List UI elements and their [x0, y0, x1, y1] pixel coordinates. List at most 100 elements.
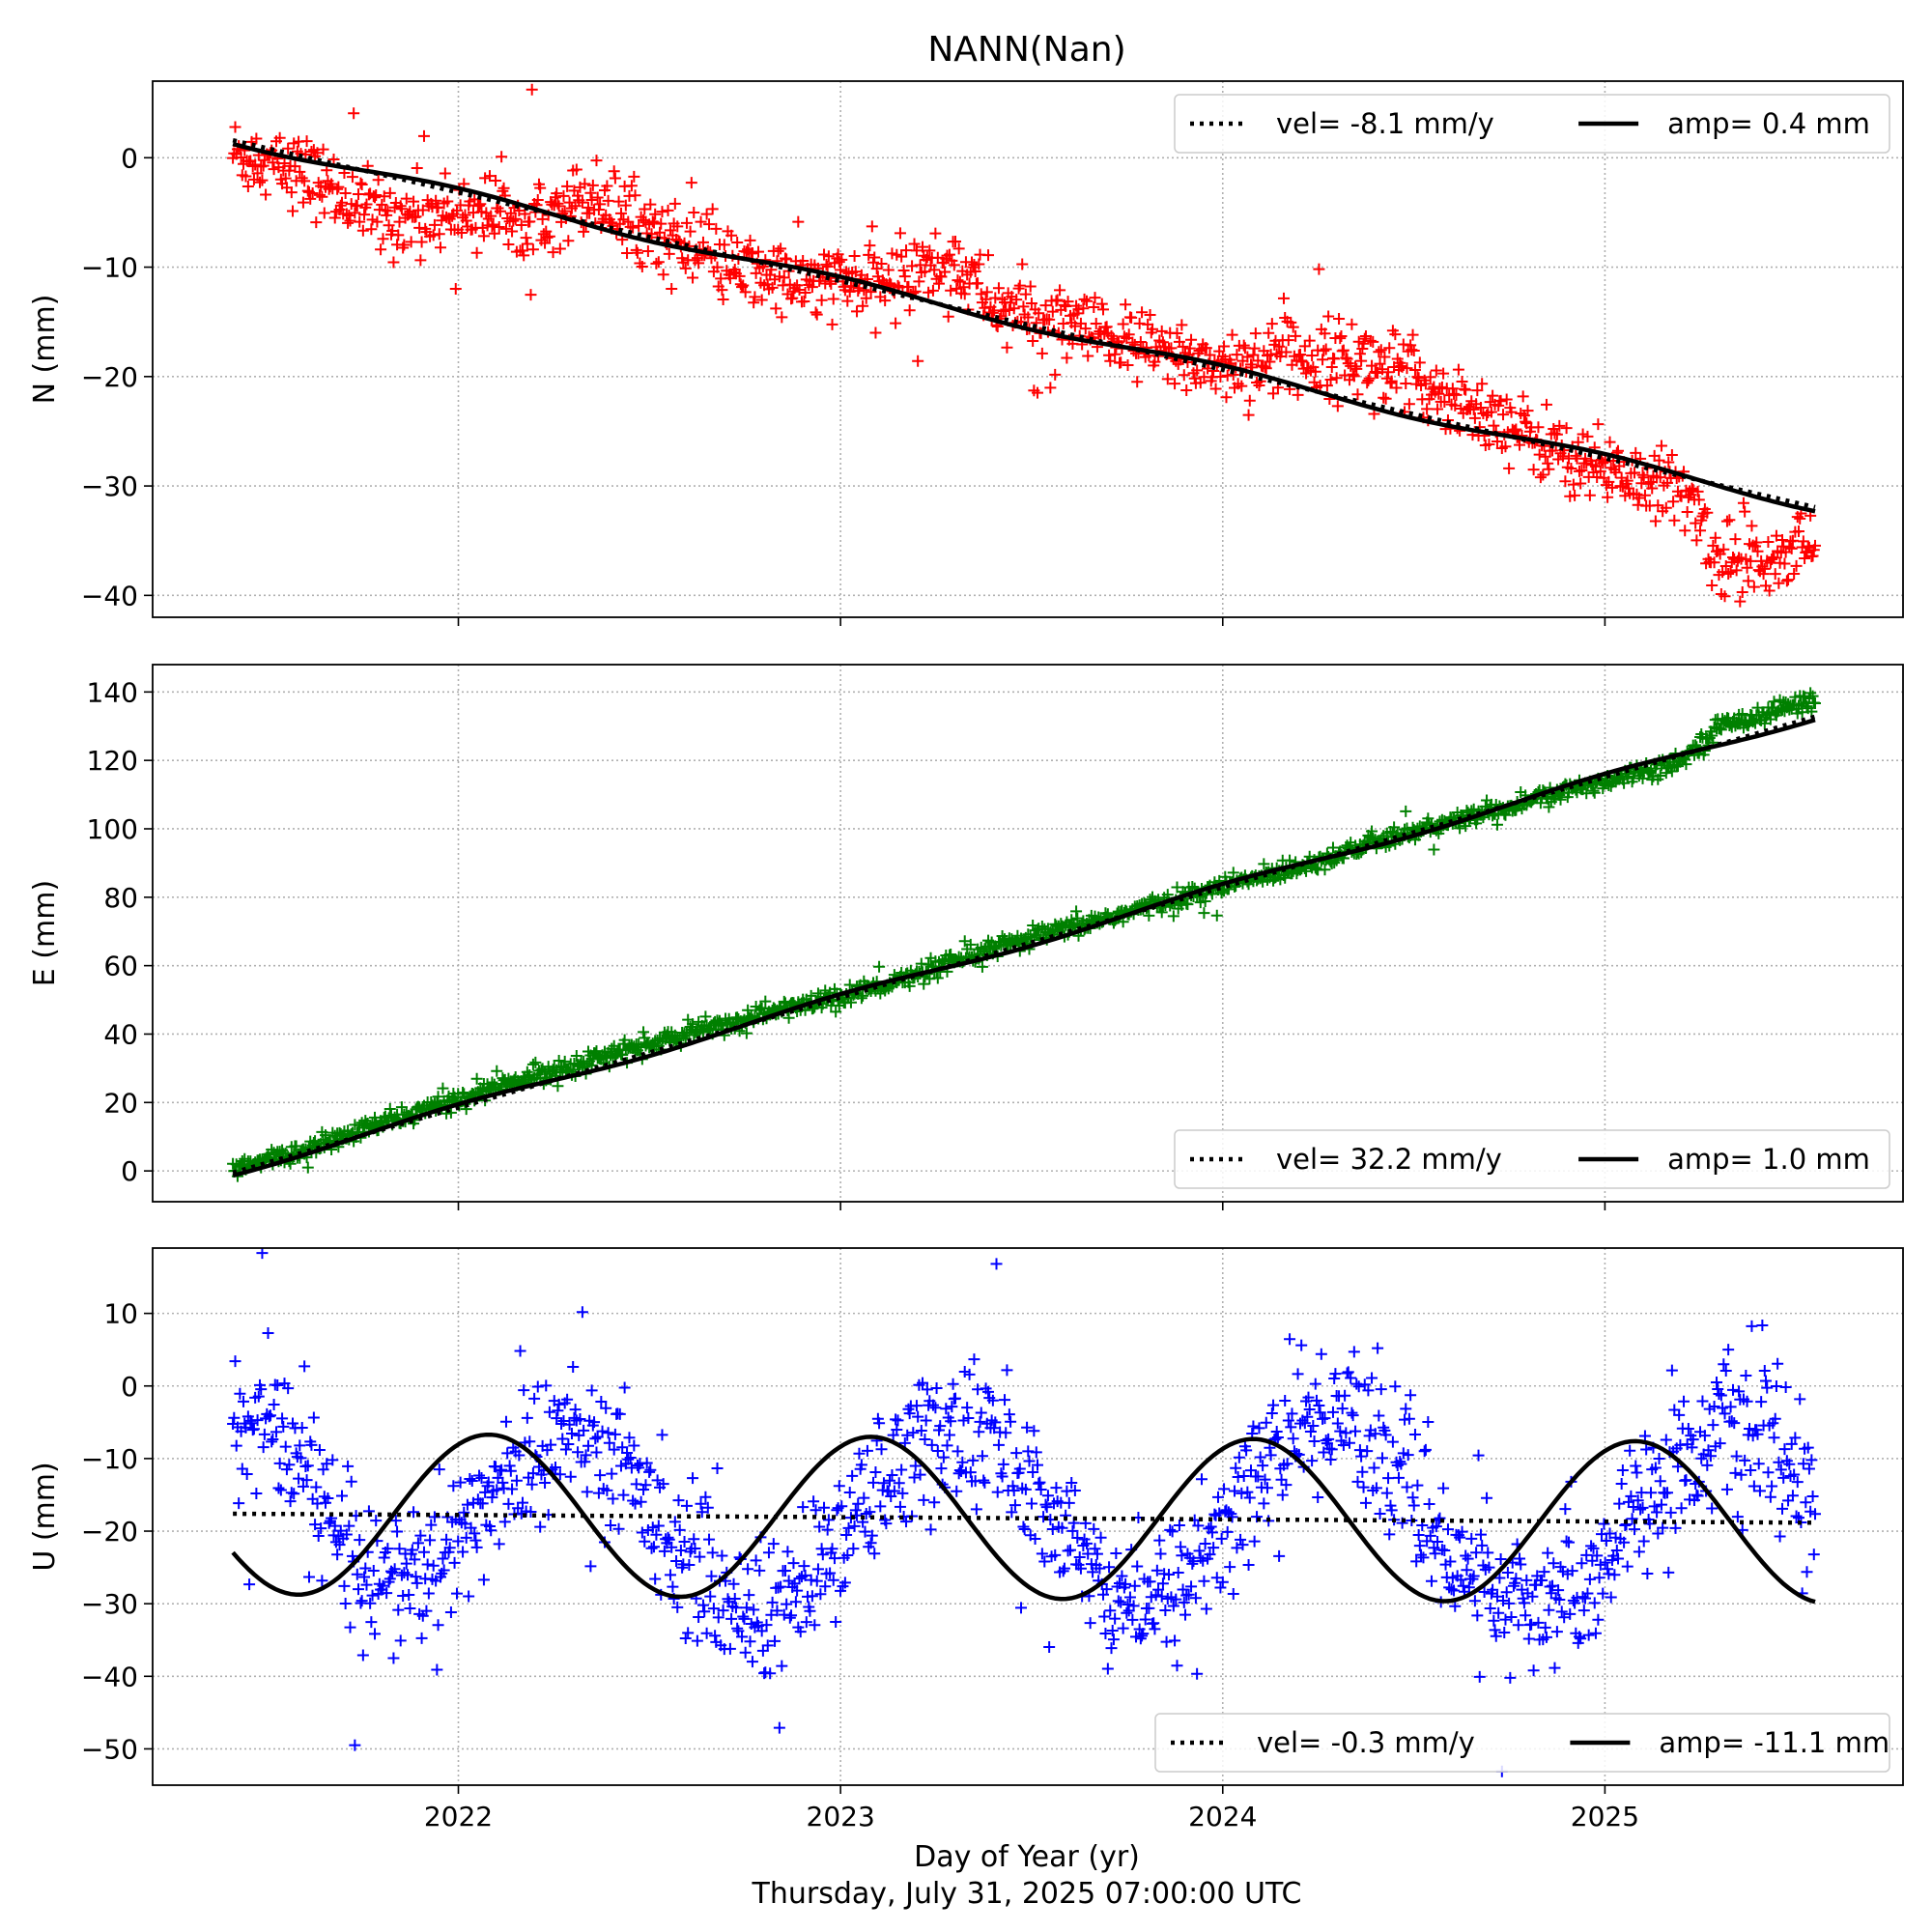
data-point: [772, 244, 784, 257]
data-point: [1331, 400, 1344, 412]
data-point: [638, 1026, 650, 1038]
data-point: [504, 1464, 517, 1477]
data-point: [1760, 1375, 1773, 1387]
data-point: [1019, 1483, 1032, 1495]
data-point: [1395, 1458, 1407, 1470]
data-point: [782, 1575, 795, 1587]
data-point: [543, 230, 555, 242]
data-point: [1248, 342, 1261, 355]
data-point: [229, 1355, 242, 1368]
data-point: [377, 1579, 389, 1592]
data-point: [979, 1476, 991, 1489]
data-point: [623, 1432, 636, 1444]
data-point: [1768, 1432, 1780, 1444]
data-point: [1450, 388, 1463, 401]
data-point: [1074, 1562, 1087, 1575]
data-point: [1465, 1532, 1478, 1545]
data-point: [939, 266, 952, 278]
data-point: [699, 1491, 712, 1503]
data-point: [306, 186, 319, 199]
data-point: [1334, 332, 1347, 345]
data-point: [1034, 1476, 1046, 1489]
data-point: [1176, 319, 1188, 331]
data-point: [252, 1390, 265, 1403]
data-point: [266, 1435, 278, 1448]
data-point: [1634, 1503, 1647, 1516]
data-point: [1277, 292, 1290, 304]
legend: vel= 32.2 mm/y amp= 1.0 mm: [1174, 1129, 1890, 1189]
data-point: [1249, 327, 1262, 340]
data-point: [867, 1476, 880, 1489]
y-tick-label: 60: [103, 951, 138, 982]
data-point: [1491, 818, 1503, 831]
data-point: [491, 1065, 503, 1077]
data-point: [1319, 864, 1331, 876]
data-point: [1033, 1477, 1045, 1490]
data-point: [1280, 346, 1293, 358]
data-point: [1482, 1547, 1494, 1559]
data-point: [1357, 1481, 1370, 1493]
data-point: [1503, 1597, 1516, 1609]
data-point: [1378, 391, 1390, 404]
data-point: [830, 1616, 842, 1629]
data-point: [1183, 342, 1196, 355]
data-point: [569, 1404, 582, 1416]
data-point: [897, 265, 910, 277]
data-point: [1178, 369, 1190, 382]
data-point: [622, 215, 635, 228]
data-point: [518, 1384, 530, 1397]
data-point: [277, 1420, 290, 1433]
data-point: [933, 277, 946, 290]
data-point: [476, 1497, 489, 1510]
data-point: [619, 199, 632, 212]
data-point: [1423, 1497, 1435, 1510]
data-point: [382, 205, 394, 217]
data-point: [1460, 384, 1472, 396]
data-point: [1615, 1478, 1628, 1491]
data-point: [579, 178, 591, 190]
data-point: [528, 1392, 541, 1405]
data-point: [1374, 1508, 1386, 1520]
data-point: [734, 278, 747, 291]
data-point: [900, 1516, 913, 1528]
data-point: [479, 1486, 492, 1498]
data-point: [1244, 358, 1257, 371]
data-point: [1171, 327, 1183, 340]
data-point: [405, 236, 417, 248]
data-point: [603, 1436, 615, 1449]
y-axis-label: U (mm): [28, 1462, 62, 1571]
data-point: [586, 179, 599, 191]
data-point: [824, 275, 837, 288]
data-point: [684, 225, 696, 238]
data-point: [841, 1549, 854, 1562]
data-point: [1199, 895, 1211, 908]
data-point: [371, 215, 384, 228]
data-point: [459, 1518, 471, 1530]
data-point: [1563, 1536, 1576, 1548]
data-point: [354, 1534, 366, 1547]
data-point: [765, 1608, 778, 1621]
data-point: [1035, 1483, 1047, 1495]
data-point: [1303, 1404, 1316, 1415]
data-point: [298, 1360, 311, 1373]
data-point: [1382, 366, 1395, 379]
data-point: [857, 299, 869, 312]
data-point: [1200, 342, 1212, 355]
data-point: [1051, 294, 1064, 306]
data-point: [1366, 825, 1378, 838]
data-point: [1724, 566, 1737, 579]
data-point: [957, 281, 970, 294]
data-point: [1254, 1451, 1266, 1463]
data-point: [1654, 1475, 1666, 1488]
data-point: [1430, 1520, 1442, 1533]
data-point: [1736, 586, 1748, 599]
data-point: [1786, 1490, 1799, 1502]
data-point: [310, 216, 323, 229]
data-point: [1204, 1548, 1216, 1561]
data-point: [553, 200, 565, 213]
data-point: [1242, 1558, 1255, 1571]
data-point: [849, 1504, 862, 1517]
data-point: [592, 203, 605, 215]
data-point: [1764, 1491, 1776, 1503]
data-point: [339, 186, 352, 199]
